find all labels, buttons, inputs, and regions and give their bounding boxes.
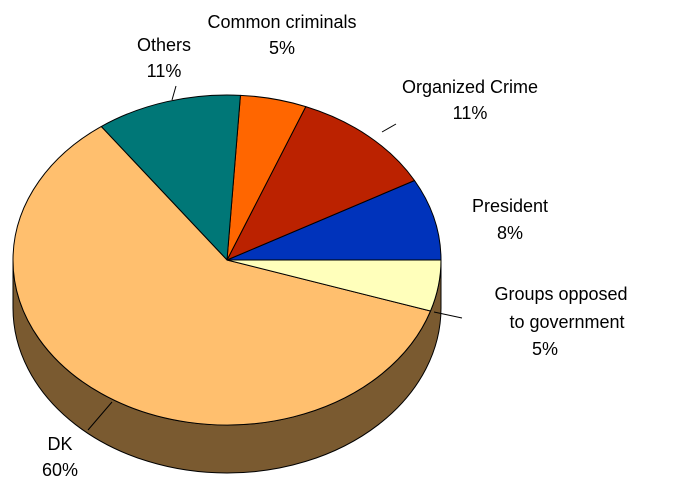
label-others: Others [137, 35, 191, 55]
pie-slice-groups-opposed-to-government [226, 259, 442, 312]
leader-line-organized-crime [381, 123, 397, 133]
pie-slice-others [100, 94, 241, 261]
label-groups-opposed-line1: Groups opposed [494, 284, 627, 304]
value-dk: 60% [42, 460, 78, 480]
pie-slices [12, 94, 442, 426]
pie-slice-organized-crime [226, 106, 416, 261]
pie-slice-dk [12, 126, 432, 426]
label-leader-lines [87, 85, 463, 431]
value-organized-crime: 11% [453, 103, 488, 123]
value-common-criminals: 5% [269, 38, 295, 58]
label-dk: DK [47, 434, 72, 454]
leader-line-groups-opposed [433, 311, 463, 319]
label-organized-crime: Organized Crime [402, 77, 538, 97]
value-others: 11% [147, 61, 182, 81]
label-president: President [472, 196, 548, 216]
leader-line-dk [87, 401, 113, 431]
label-common-criminals: Common criminals [207, 12, 356, 32]
value-groups-opposed: 5% [532, 339, 558, 359]
value-president: 8% [497, 223, 523, 243]
leader-line-others [171, 85, 177, 101]
pie-slice-president [226, 180, 442, 261]
label-groups-opposed-line2: to government [509, 312, 624, 332]
